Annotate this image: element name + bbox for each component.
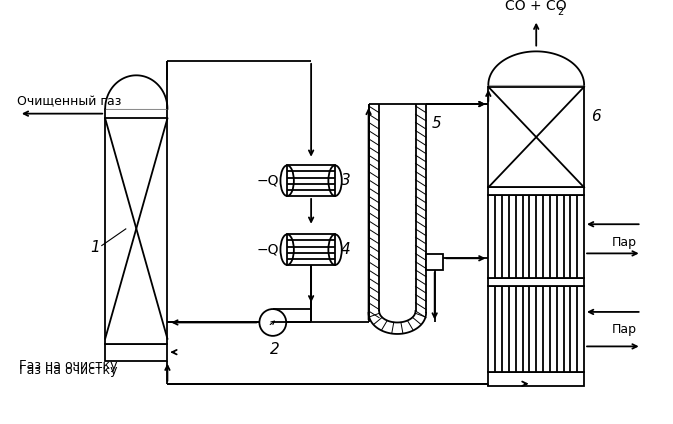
Text: CO + CO: CO + CO [505,0,567,13]
Bar [105,109,168,343]
Text: 2: 2 [557,7,563,17]
Bar [489,372,584,386]
Text: Газ на очистку: Газ на очистку [19,359,118,372]
Polygon shape [105,75,168,109]
Polygon shape [489,51,584,85]
Text: Пар: Пар [612,324,637,336]
Text: 1: 1 [91,240,100,255]
Text: −Q: −Q [257,174,279,188]
Text: 3: 3 [341,173,351,188]
Text: 4: 4 [341,242,351,257]
Text: 2: 2 [270,342,279,357]
Text: 6: 6 [591,109,600,125]
Bar [489,187,584,195]
Text: Пар: Пар [612,236,637,249]
Bar [287,165,335,196]
Text: Газ на очистку: Газ на очистку [19,364,118,377]
Text: 5: 5 [432,116,441,131]
Bar [489,286,584,372]
Bar [287,234,335,265]
Text: Очищенный газ: Очищенный газ [17,96,121,109]
Bar [489,195,584,279]
Bar [105,343,168,361]
Bar [489,279,584,286]
Text: −Q: −Q [257,243,279,257]
Bar [426,254,444,270]
Bar [489,87,584,187]
